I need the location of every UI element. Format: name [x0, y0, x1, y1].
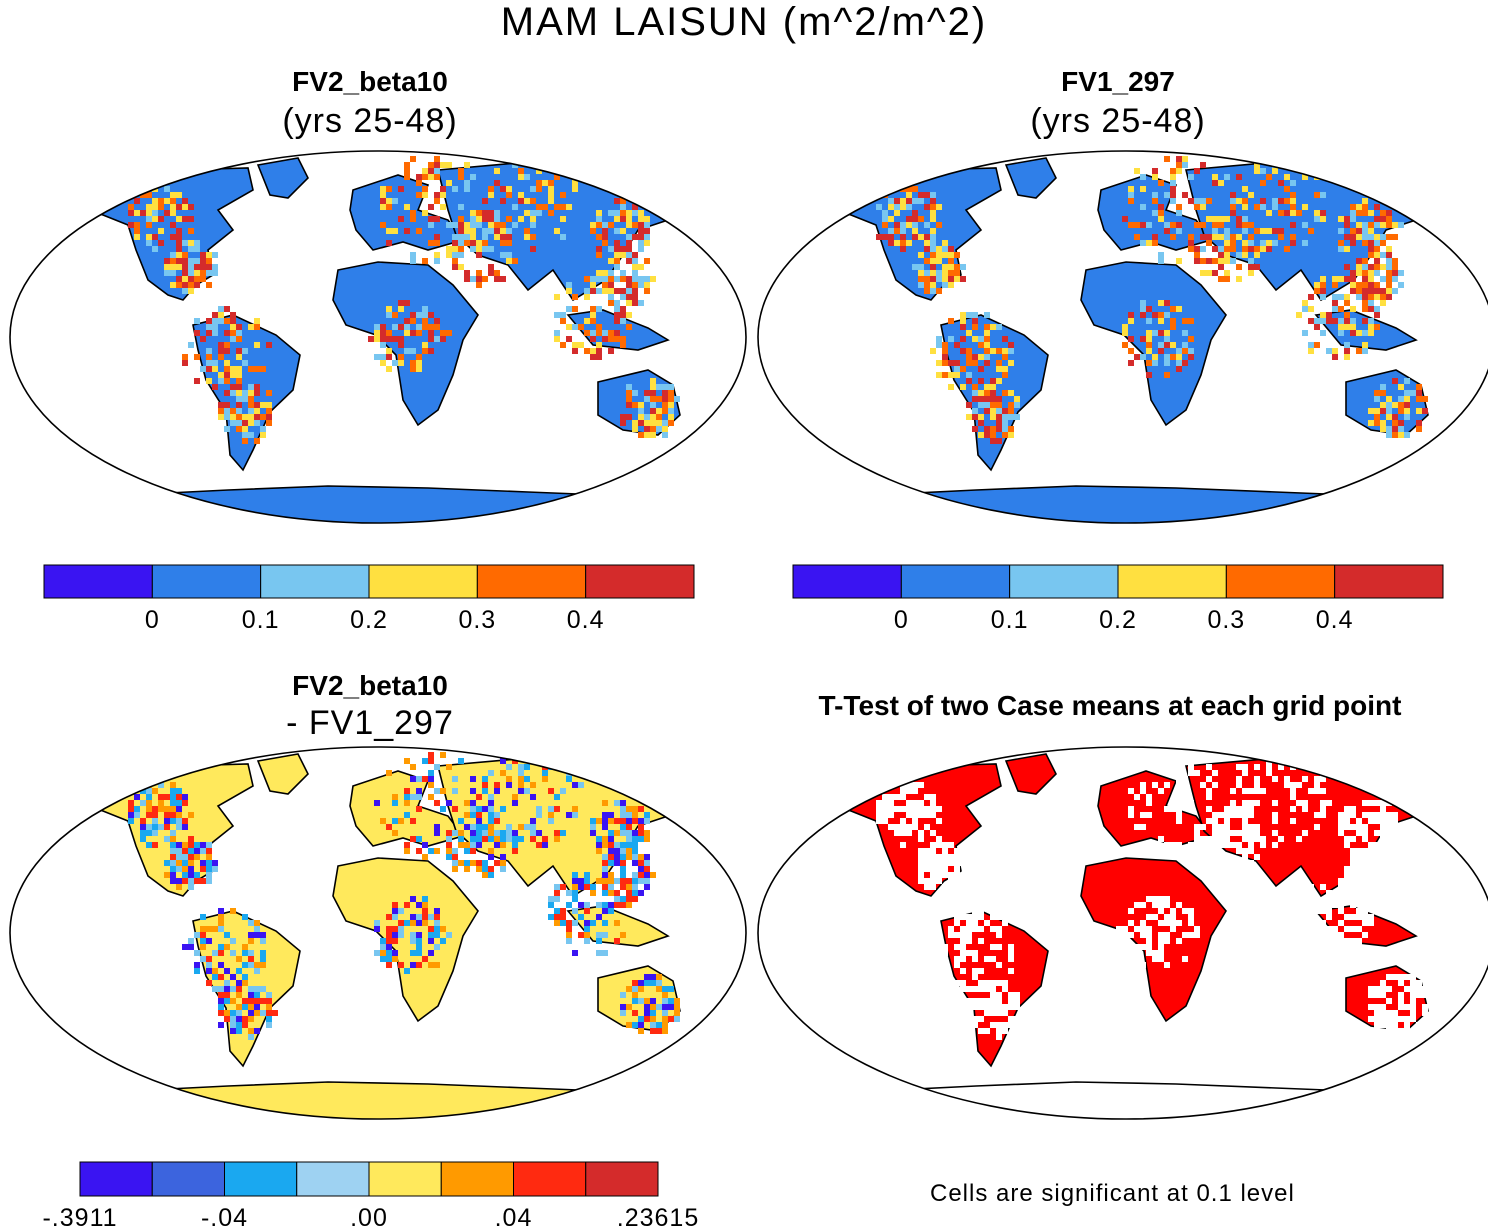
colorbar-swatch [1117, 564, 1227, 599]
map-top-left [9, 150, 747, 524]
colorbar-swatch [151, 1161, 225, 1197]
colorbar-tick-label: 0.4 [1316, 606, 1354, 634]
colorbar-swatch [513, 1161, 587, 1197]
colorbar-swatch [224, 1161, 298, 1197]
colorbar-tick-label: .00 [350, 1204, 388, 1227]
colorbar-bottom-left: -.3911 -.04 .00 .04 .23615 [42, 1161, 699, 1227]
landmass-africa [1080, 857, 1227, 1023]
colorbar-top-right: 0 0.1 0.2 0.3 0.4 [792, 564, 1444, 634]
colorbar-swatch [476, 564, 587, 599]
colorbar-swatch [1334, 564, 1444, 599]
colorbar-swatch [1225, 564, 1336, 599]
landmass-greenland [256, 157, 309, 199]
colorbar-tick-label: .04 [495, 1204, 533, 1227]
figure-title: MAM LAISUN (m^2/m^2) [500, 0, 988, 44]
colorbar-swatch [368, 1161, 442, 1197]
panel-title-bottom-right: T-Test of two Case means at each grid po… [818, 690, 1402, 721]
landmass-europe [349, 174, 465, 251]
landmass-antarctica [27, 485, 729, 523]
panel-title-top-left: FV2_beta10 [292, 66, 448, 97]
map-frame [757, 746, 1488, 1120]
colorbar-tick-label: 0.2 [350, 606, 388, 634]
map-bottom-right [757, 746, 1488, 1120]
landmass-antarctica [775, 1081, 1477, 1119]
colorbar-swatch [296, 1161, 370, 1197]
colorbar-swatch [368, 564, 478, 599]
landmass-antarctica [775, 485, 1477, 523]
landmass-antarctica [27, 1081, 729, 1119]
landmass-europe [1097, 770, 1213, 847]
colorbar-swatch [43, 564, 153, 599]
map-frame [9, 150, 747, 524]
colorbar-swatch [440, 1161, 514, 1197]
map-bottom-left [9, 746, 747, 1120]
colorbar-tick-label: 0.3 [458, 606, 496, 634]
colorbar-swatch [585, 564, 695, 599]
panel-title-top-right: FV1_297 [1061, 66, 1175, 97]
colorbar-swatch [1009, 564, 1119, 599]
landmass-greenland [1004, 157, 1057, 199]
panel-subtitle-bottom-left: - FV1_297 [286, 704, 454, 742]
landmass-southAmerica [192, 910, 301, 1068]
colorbar-tick-label: -.3911 [42, 1204, 117, 1227]
landmass-greenland [1004, 753, 1057, 795]
colorbar-swatch [585, 1161, 659, 1197]
colorbar-tick-label: 0.4 [567, 606, 605, 634]
landmass-africa [332, 261, 479, 427]
colorbar-tick-label: .23615 [617, 1204, 699, 1227]
colorbar-top-left: 0 0.1 0.2 0.3 0.4 [43, 564, 695, 634]
colorbar-swatch [79, 1161, 153, 1197]
map-frame [9, 746, 747, 1120]
colorbar-tick-label: 0 [894, 606, 909, 634]
colorbar-swatch [900, 564, 1011, 599]
map-top-right [757, 150, 1488, 524]
colorbar-tick-label: 0 [145, 606, 160, 634]
colorbar-swatch [792, 564, 902, 599]
colorbar-swatch [151, 564, 262, 599]
colorbar-tick-label: 0.1 [242, 606, 280, 634]
colorbar-tick-label: 0.1 [991, 606, 1029, 634]
panel-subtitle-top-left: (yrs 25-48) [282, 102, 458, 140]
colorbar-tick-label: 0.2 [1099, 606, 1137, 634]
landmass-africa [332, 857, 479, 1023]
landmass-africa [1080, 261, 1227, 427]
significance-note: Cells are significant at 0.1 level [930, 1180, 1295, 1207]
panel-subtitle-top-right: (yrs 25-48) [1030, 102, 1206, 140]
map-frame [757, 150, 1488, 524]
colorbar-swatch [260, 564, 370, 599]
landmass-greenland [256, 753, 309, 795]
colorbar-tick-label: -.04 [201, 1204, 248, 1227]
colorbar-tick-label: 0.3 [1207, 606, 1245, 634]
panel-title-bottom-left: FV2_beta10 [292, 670, 448, 701]
